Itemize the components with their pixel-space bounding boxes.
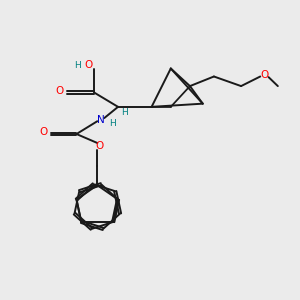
Text: H: H bbox=[121, 108, 128, 117]
Text: H: H bbox=[109, 119, 116, 128]
Text: N: N bbox=[97, 115, 105, 124]
Text: O: O bbox=[84, 60, 92, 70]
Text: O: O bbox=[260, 70, 268, 80]
Text: H: H bbox=[74, 61, 81, 70]
Text: O: O bbox=[40, 128, 48, 137]
Text: O: O bbox=[96, 141, 104, 151]
Text: O: O bbox=[56, 86, 64, 96]
